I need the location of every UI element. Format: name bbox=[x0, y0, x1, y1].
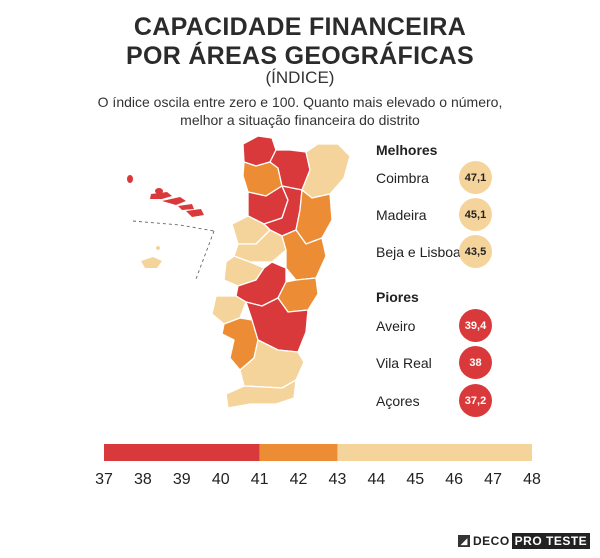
azores-graciosa bbox=[155, 188, 163, 194]
azores-flores bbox=[127, 175, 133, 183]
portugal-map bbox=[127, 135, 351, 409]
scale-tick-label: 40 bbox=[211, 471, 230, 488]
description-line-2: melhor a situação financeira do distrito bbox=[180, 112, 420, 128]
best-item-label: Coimbra bbox=[376, 170, 429, 186]
description-line-1: O índice oscila entre zero e 100. Quanto… bbox=[97, 94, 503, 110]
logo-proteste: PRO TESTE bbox=[511, 533, 591, 549]
scale-tick-label: 44 bbox=[367, 471, 386, 488]
azores-islands bbox=[127, 175, 204, 217]
worst-item-label: Aveiro bbox=[376, 318, 416, 334]
subtitle: (ÍNDICE) bbox=[265, 68, 335, 87]
title-line-2: POR ÁREAS GEOGRÁFICAS bbox=[126, 42, 474, 70]
azores-sao-jorge bbox=[162, 197, 186, 205]
azores-pico bbox=[178, 204, 194, 210]
madeira-porto-santo bbox=[156, 246, 160, 250]
inset-separator bbox=[132, 220, 215, 232]
scale-tick-label: 45 bbox=[406, 471, 425, 488]
worst-item-label: Vila Real bbox=[376, 355, 432, 371]
best-item-label: Madeira bbox=[376, 207, 427, 223]
scale-tick-label: 42 bbox=[289, 471, 308, 488]
best-heading: Melhores bbox=[376, 142, 438, 158]
title-line-1: CAPACIDADE FINANCEIRA bbox=[133, 13, 467, 41]
inset-separator bbox=[195, 230, 215, 280]
scale-tick-label: 48 bbox=[523, 471, 541, 488]
azores-sao-miguel bbox=[186, 209, 204, 217]
best-item-value: 43,5 bbox=[459, 235, 492, 268]
logo-deco: DECO bbox=[473, 534, 510, 548]
madeira-main bbox=[141, 257, 162, 268]
scale-tick-label: 46 bbox=[445, 471, 464, 488]
worst-item-value: 37,2 bbox=[459, 384, 492, 417]
scale-tick-label: 41 bbox=[250, 471, 269, 488]
scale-tick-label: 47 bbox=[484, 471, 502, 488]
azores-terceira bbox=[150, 192, 172, 199]
best-item-value: 47,1 bbox=[459, 161, 492, 194]
worst-heading: Piores bbox=[376, 289, 419, 305]
scale-band-high bbox=[337, 444, 532, 461]
scale-tick-label: 43 bbox=[328, 471, 347, 488]
district-evora bbox=[245, 297, 309, 353]
district-castelo-branco bbox=[281, 229, 327, 281]
worst-item-value: 39,4 bbox=[459, 309, 492, 342]
worst-item-value: 38 bbox=[459, 346, 492, 379]
district-faro bbox=[225, 379, 297, 409]
best-item-label: Beja e Lisboa bbox=[376, 244, 461, 260]
district-guarda bbox=[295, 189, 333, 245]
scale-band-mid bbox=[259, 444, 338, 461]
worst-item-label: Açores bbox=[376, 393, 420, 409]
scale-tick-label: 37 bbox=[95, 471, 113, 488]
scale-tick-label: 39 bbox=[172, 471, 191, 488]
color-scale bbox=[104, 444, 532, 461]
scale-band-low bbox=[104, 444, 260, 461]
district-braganca bbox=[301, 143, 351, 199]
best-item-value: 45,1 bbox=[459, 198, 492, 231]
madeira-islands bbox=[141, 246, 162, 268]
brand-logo: ◢ DECO PRO TESTE bbox=[458, 533, 591, 549]
scale-tick-label: 38 bbox=[134, 471, 152, 488]
logo-mark-icon: ◢ bbox=[458, 535, 470, 547]
